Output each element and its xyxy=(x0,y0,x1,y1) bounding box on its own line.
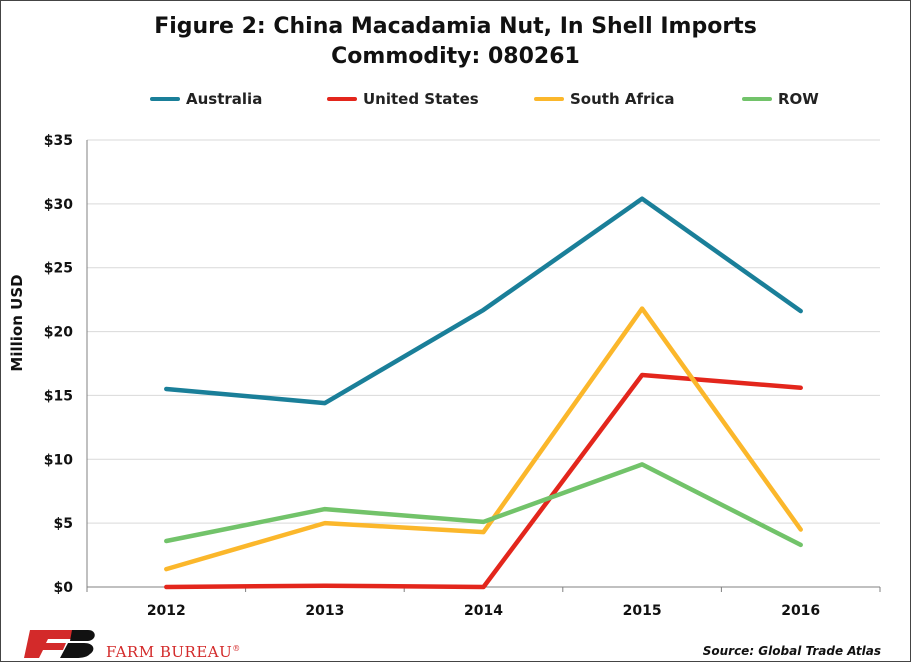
legend: Australia United States South Africa ROW xyxy=(0,88,911,110)
legend-swatch xyxy=(534,97,564,101)
legend-swatch xyxy=(150,97,180,101)
x-tick-label: 2014 xyxy=(464,603,503,619)
x-tick-label: 2016 xyxy=(781,603,820,619)
y-tick-label: $5 xyxy=(54,516,73,532)
legend-label: ROW xyxy=(778,90,819,108)
brand-name: FARM BUREAU® xyxy=(106,643,241,661)
brand-text: FARM BUREAU xyxy=(106,643,233,661)
series-line-united-states xyxy=(164,372,803,590)
x-tick-label: 2012 xyxy=(147,603,186,619)
legend-swatch xyxy=(327,97,357,101)
source-note: Source: Global Trade Atlas xyxy=(702,644,881,658)
series-line-australia xyxy=(164,196,803,406)
series-line-south-africa xyxy=(164,306,803,572)
y-tick-label: $20 xyxy=(44,325,73,341)
x-tick-label: 2013 xyxy=(305,603,344,619)
legend-swatch xyxy=(742,97,772,101)
series-lines xyxy=(164,196,803,590)
legend-item-south-africa: South Africa xyxy=(534,88,675,110)
x-tick-labels: 2012 2013 2014 2015 2016 xyxy=(147,603,820,619)
legend-item-row: ROW xyxy=(742,88,819,110)
gridlines xyxy=(87,139,880,524)
legend-label: United States xyxy=(363,90,479,108)
chart-subtitle: Commodity: 080261 xyxy=(331,44,580,69)
chart-title: Figure 2: China Macadamia Nut, In Shell … xyxy=(154,14,757,39)
y-tick-label: $0 xyxy=(54,580,74,596)
y-tick-label: $15 xyxy=(44,388,73,404)
series-line-row xyxy=(164,462,803,548)
y-tick-label: $10 xyxy=(44,452,73,468)
x-tick-label: 2015 xyxy=(623,603,662,619)
legend-item-australia: Australia xyxy=(150,88,262,110)
y-tick-labels: $0 $5 $10 $15 $20 $25 $30 $35 xyxy=(44,133,73,596)
farm-bureau-logo-icon xyxy=(24,630,95,658)
legend-label: South Africa xyxy=(570,90,675,108)
legend-label: Australia xyxy=(186,90,263,108)
y-tick-label: $25 xyxy=(44,261,73,277)
legend-item-united-states: United States xyxy=(327,88,479,110)
y-tick-label: $35 xyxy=(44,133,73,149)
brand-registered-mark: ® xyxy=(232,644,241,653)
y-tick-label: $30 xyxy=(44,197,73,213)
y-axis-label: Million USD xyxy=(8,274,26,371)
